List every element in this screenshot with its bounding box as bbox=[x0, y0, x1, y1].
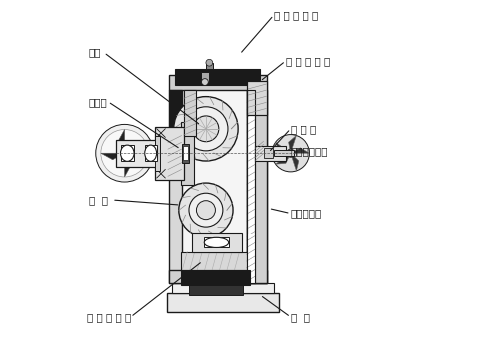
Bar bbox=[145, 145, 157, 161]
Polygon shape bbox=[290, 153, 299, 171]
Bar bbox=[168, 270, 267, 283]
Circle shape bbox=[193, 116, 219, 142]
Bar bbox=[246, 90, 267, 283]
Bar bbox=[246, 90, 255, 283]
Circle shape bbox=[196, 201, 216, 220]
Bar bbox=[180, 122, 194, 185]
Bar bbox=[246, 81, 267, 115]
Circle shape bbox=[96, 124, 154, 182]
Bar bbox=[274, 150, 294, 156]
Circle shape bbox=[179, 183, 233, 237]
Polygon shape bbox=[124, 153, 131, 177]
Polygon shape bbox=[276, 142, 290, 153]
Text: 输 入 轴: 输 入 轴 bbox=[290, 124, 316, 134]
Bar bbox=[155, 136, 160, 171]
Circle shape bbox=[206, 59, 212, 66]
Polygon shape bbox=[124, 147, 148, 153]
Circle shape bbox=[101, 129, 148, 177]
Circle shape bbox=[286, 149, 294, 157]
Circle shape bbox=[272, 135, 310, 172]
Bar bbox=[246, 90, 255, 283]
Bar bbox=[206, 63, 212, 69]
Bar bbox=[184, 90, 196, 136]
Ellipse shape bbox=[144, 145, 156, 161]
Polygon shape bbox=[290, 148, 310, 153]
Text: 一级大齿轮: 一级大齿轮 bbox=[290, 208, 322, 219]
Text: 油封: 油封 bbox=[89, 47, 102, 58]
Text: 输出轴: 输出轴 bbox=[89, 97, 108, 107]
Bar bbox=[172, 283, 274, 293]
Polygon shape bbox=[118, 129, 124, 153]
Bar bbox=[168, 90, 182, 149]
Bar bbox=[255, 146, 286, 161]
Bar bbox=[189, 285, 243, 295]
Bar bbox=[180, 252, 246, 270]
Bar bbox=[167, 293, 279, 312]
Text: 二 级 大 齿 轮: 二 级 大 齿 轮 bbox=[274, 10, 318, 20]
Bar bbox=[192, 233, 242, 252]
Circle shape bbox=[202, 79, 208, 85]
Circle shape bbox=[174, 97, 238, 161]
Polygon shape bbox=[101, 153, 124, 160]
Bar bbox=[116, 140, 158, 167]
Ellipse shape bbox=[204, 237, 229, 247]
Bar bbox=[264, 148, 273, 158]
Bar bbox=[168, 75, 267, 90]
Bar bbox=[183, 146, 188, 160]
Polygon shape bbox=[288, 136, 296, 153]
Bar bbox=[120, 145, 134, 161]
Bar bbox=[180, 270, 250, 285]
Ellipse shape bbox=[120, 145, 134, 161]
Circle shape bbox=[189, 193, 223, 227]
Bar bbox=[204, 237, 229, 247]
Bar bbox=[182, 144, 189, 163]
Polygon shape bbox=[276, 153, 290, 164]
Circle shape bbox=[184, 107, 228, 151]
Text: 一 级 小 齿 轮: 一 级 小 齿 轮 bbox=[286, 56, 330, 66]
Text: （或电机轴）: （或电机轴） bbox=[290, 146, 328, 156]
Bar bbox=[201, 72, 209, 82]
Text: 轴  承: 轴 承 bbox=[89, 195, 108, 205]
Bar bbox=[246, 90, 267, 283]
Bar bbox=[246, 234, 255, 283]
Text: 二 级 齿 轮 轴: 二 级 齿 轮 轴 bbox=[88, 312, 132, 322]
Bar bbox=[168, 90, 182, 283]
Bar bbox=[246, 81, 267, 115]
Bar bbox=[182, 90, 246, 270]
Bar bbox=[176, 69, 260, 85]
Text: 机  座: 机 座 bbox=[290, 312, 310, 322]
Polygon shape bbox=[168, 90, 182, 136]
Bar bbox=[155, 127, 184, 180]
